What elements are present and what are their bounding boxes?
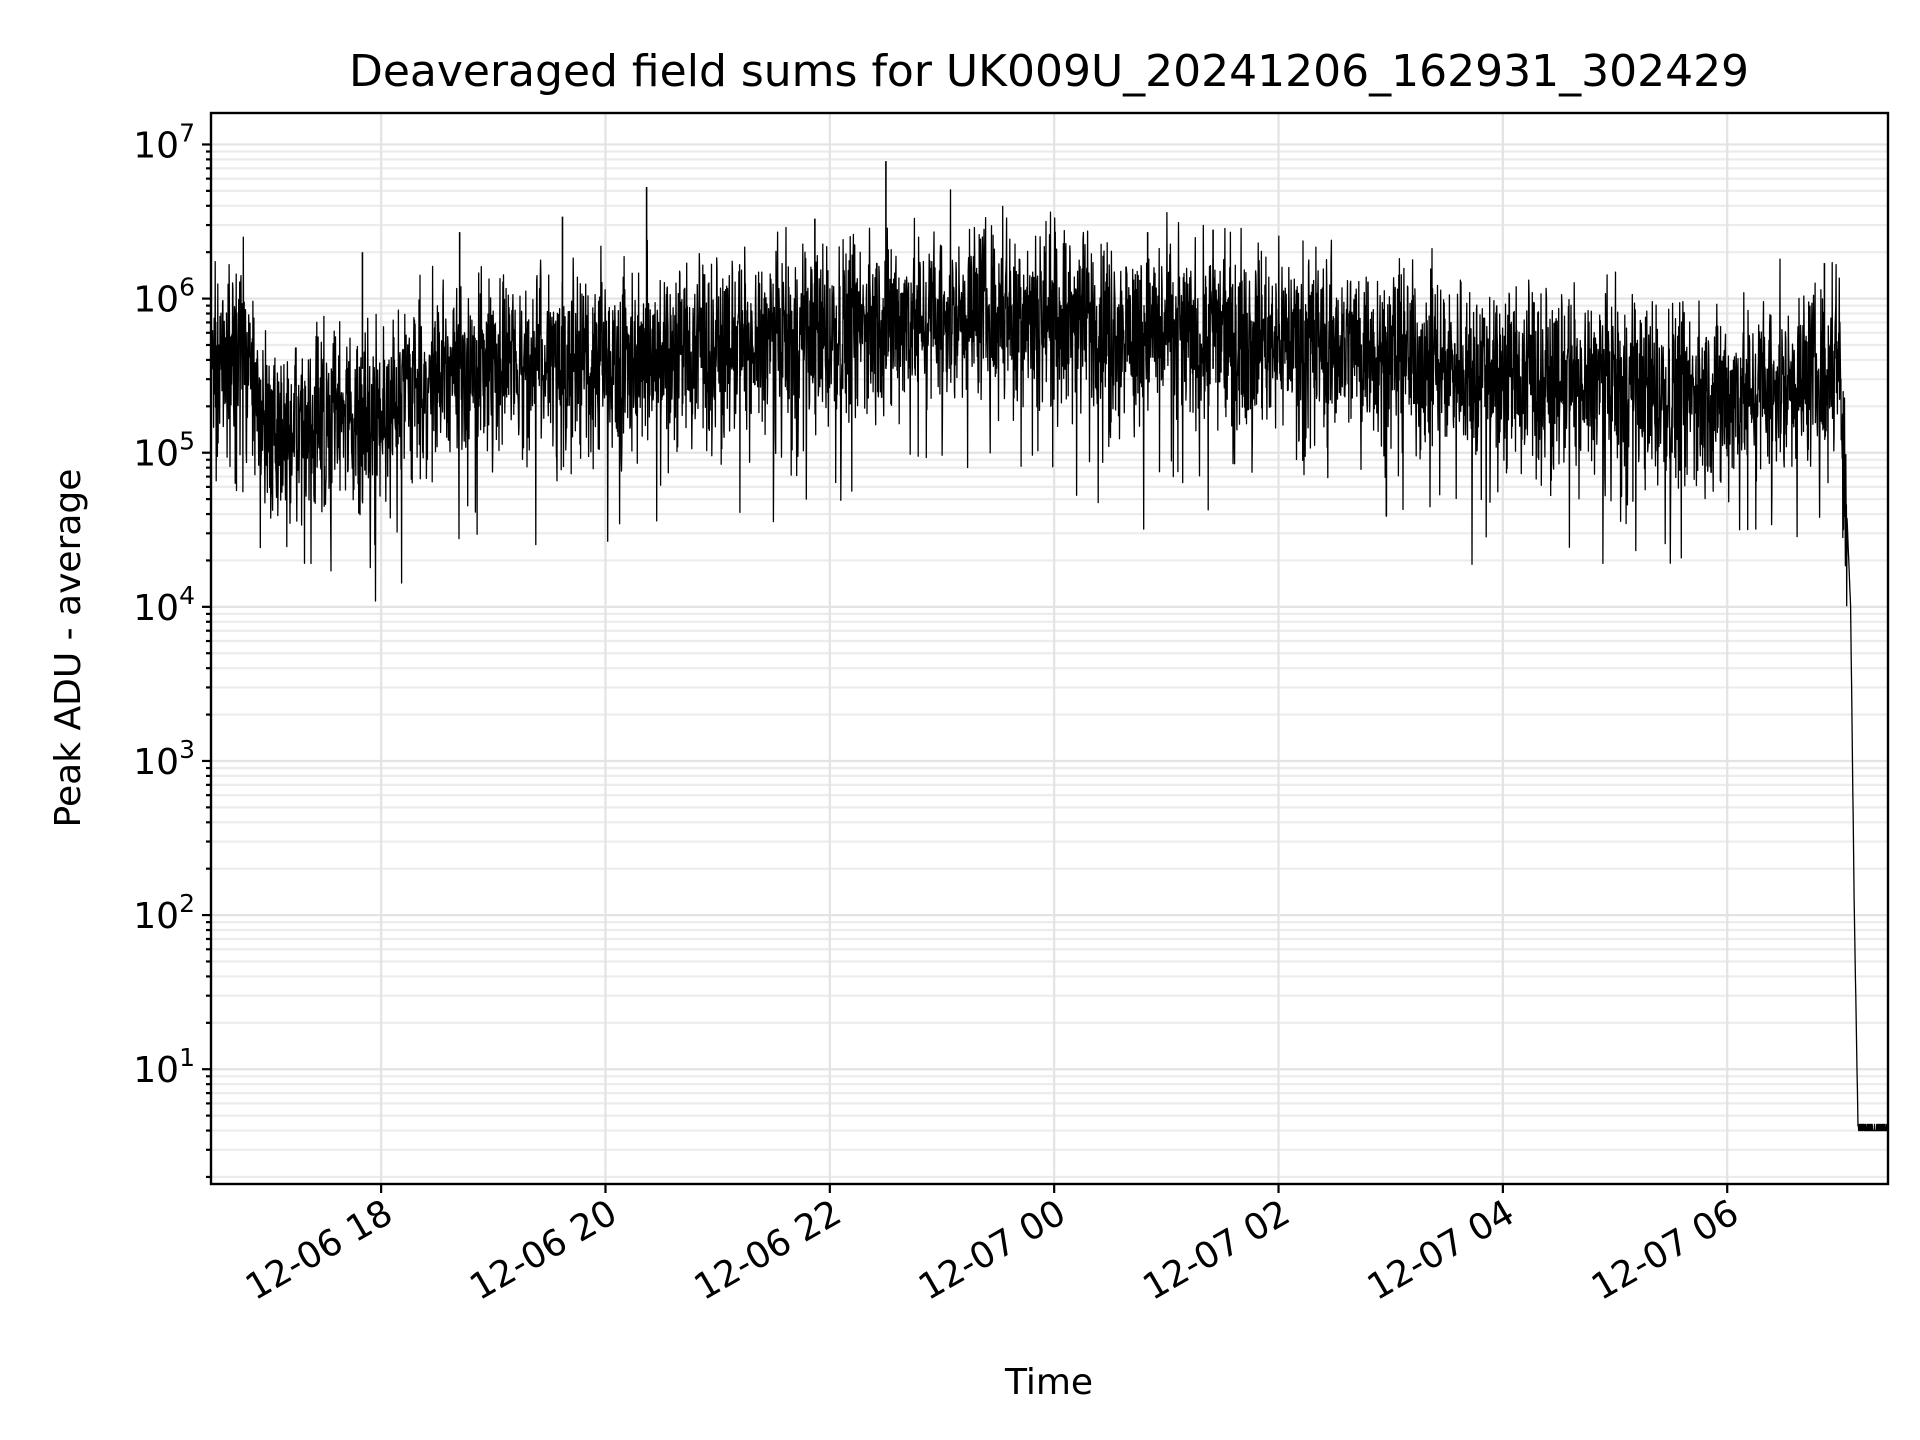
y-tick-label: 102 xyxy=(133,889,195,937)
plot-frame xyxy=(209,111,1890,1186)
y-tick-label: 104 xyxy=(133,581,195,629)
series-line xyxy=(210,189,1889,1132)
chart-title: Deaveraged field sums for UK009U_2024120… xyxy=(349,46,1749,97)
y-axis-label: Peak ADU - average xyxy=(48,469,89,828)
y-tick-label: 107 xyxy=(133,118,195,166)
x-axis-label: Time xyxy=(1004,1362,1093,1403)
y-tick-label: 105 xyxy=(133,427,195,475)
y-tick-label: 106 xyxy=(133,273,195,321)
y-tick-label: 103 xyxy=(133,735,195,783)
grid xyxy=(211,113,1888,1184)
y-tick-label: 101 xyxy=(133,1043,195,1091)
series-layer xyxy=(210,161,1889,1132)
